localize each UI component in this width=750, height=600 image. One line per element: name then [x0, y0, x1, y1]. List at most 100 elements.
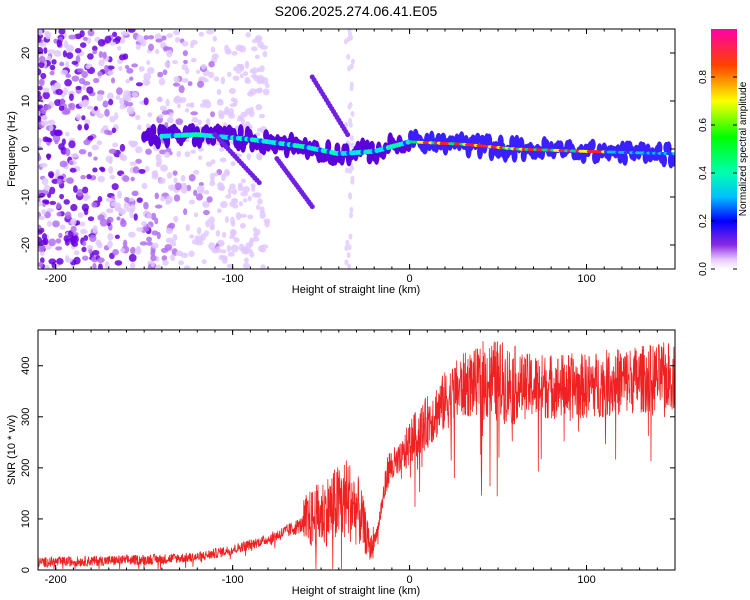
noise-speckle [102, 100, 109, 108]
noise-speckle [49, 124, 54, 132]
noise-speckle [156, 96, 163, 102]
noise-speckle [120, 248, 126, 253]
noise-speckle [186, 103, 194, 108]
noise-speckle [232, 197, 239, 205]
snr-xlabel: Height of straight line (km) [292, 585, 420, 597]
signal-streak [345, 132, 351, 138]
noise-speckle [87, 53, 94, 60]
noise-speckle [173, 177, 178, 184]
noise-speckle [39, 163, 48, 168]
noise-speckle [52, 134, 61, 143]
noise-speckle [242, 186, 250, 193]
noise-speckle [65, 131, 70, 137]
noise-speckle [209, 172, 216, 180]
y-tick-label: 200 [20, 459, 32, 477]
noise-speckle [260, 45, 269, 50]
noise-speckle [77, 68, 84, 73]
noise-speckle [136, 227, 144, 232]
noise-speckle [107, 70, 114, 76]
noise-speckle [168, 184, 176, 191]
signal-band-outer [260, 140, 267, 156]
noise-speckle [59, 224, 66, 230]
noise-speckle [239, 73, 244, 79]
noise-speckle [87, 151, 92, 157]
noise-speckle [83, 139, 91, 146]
noise-speckle [77, 124, 82, 131]
noise-speckle [248, 239, 254, 248]
y-tick-label: 400 [20, 357, 32, 375]
noise-speckle [183, 59, 188, 65]
noise-speckle [244, 257, 249, 263]
noise-speckle [228, 87, 236, 95]
noise-speckle [119, 103, 126, 110]
noise-speckle [122, 239, 128, 248]
noise-speckle [349, 134, 354, 141]
noise-speckle [112, 248, 119, 256]
noise-speckle [190, 57, 197, 63]
spectrogram-xlabel: Height of straight line (km) [292, 284, 420, 296]
noise-speckle [237, 185, 244, 192]
noise-speckle [127, 29, 136, 33]
noise-speckle [224, 48, 232, 55]
noise-speckle [131, 190, 139, 197]
noise-speckle [207, 71, 215, 79]
noise-speckle [195, 193, 203, 201]
noise-speckle [244, 60, 250, 69]
y-tick-label: 300 [20, 408, 32, 426]
noise-speckle [65, 148, 71, 157]
noise-speckle [50, 84, 56, 92]
noise-speckle [193, 189, 198, 197]
noise-speckle [38, 146, 43, 151]
noise-speckle [231, 188, 238, 195]
signal-band-core [671, 152, 675, 156]
noise-speckle [202, 78, 209, 83]
noise-speckle [43, 47, 48, 54]
noise-speckle [107, 65, 115, 70]
noise-speckle [143, 72, 152, 81]
noise-speckle [348, 212, 353, 219]
noise-speckle [79, 30, 85, 38]
colorbar-label: Normalized spectral amplitude [738, 81, 749, 216]
noise-speckle [203, 209, 210, 216]
snr-series-line [38, 341, 675, 570]
snr-plot-area [38, 330, 675, 570]
noise-speckle [126, 106, 135, 115]
x-tick-label: 0 [407, 574, 413, 586]
noise-speckle [216, 88, 222, 96]
signal-band-outer [665, 141, 672, 156]
noise-speckle [139, 241, 148, 246]
noise-speckle [52, 220, 60, 228]
noise-speckle [91, 144, 99, 151]
noise-speckle [86, 245, 94, 250]
noise-speckle [199, 102, 206, 108]
noise-speckle [348, 117, 353, 124]
noise-speckle [198, 181, 204, 187]
noise-speckle [79, 221, 86, 227]
noise-speckle [235, 212, 242, 220]
noise-speckle [38, 137, 42, 143]
noise-speckle [235, 69, 242, 74]
noise-speckle [221, 231, 227, 238]
noise-speckle [260, 264, 266, 269]
noise-speckle [44, 244, 52, 250]
noise-speckle [65, 61, 70, 69]
y-tick-label: 100 [20, 510, 32, 528]
noise-speckle [166, 33, 174, 39]
noise-speckle [53, 38, 58, 44]
signal-band-outer [440, 132, 447, 144]
noise-speckle [190, 149, 197, 154]
noise-speckle [210, 221, 215, 229]
noise-speckle [68, 34, 77, 40]
noise-speckle [247, 214, 254, 220]
y-tick-label: 0 [20, 567, 32, 573]
noise-speckle [178, 85, 185, 94]
noise-speckle [38, 94, 43, 101]
noise-speckle [68, 140, 76, 149]
noise-speckle [180, 174, 186, 182]
noise-speckle [344, 121, 349, 128]
noise-speckle [42, 87, 50, 93]
noise-speckle [69, 160, 74, 165]
noise-speckle [158, 77, 166, 86]
chart-title: S206.2025.274.06.41.E05 [275, 3, 438, 19]
